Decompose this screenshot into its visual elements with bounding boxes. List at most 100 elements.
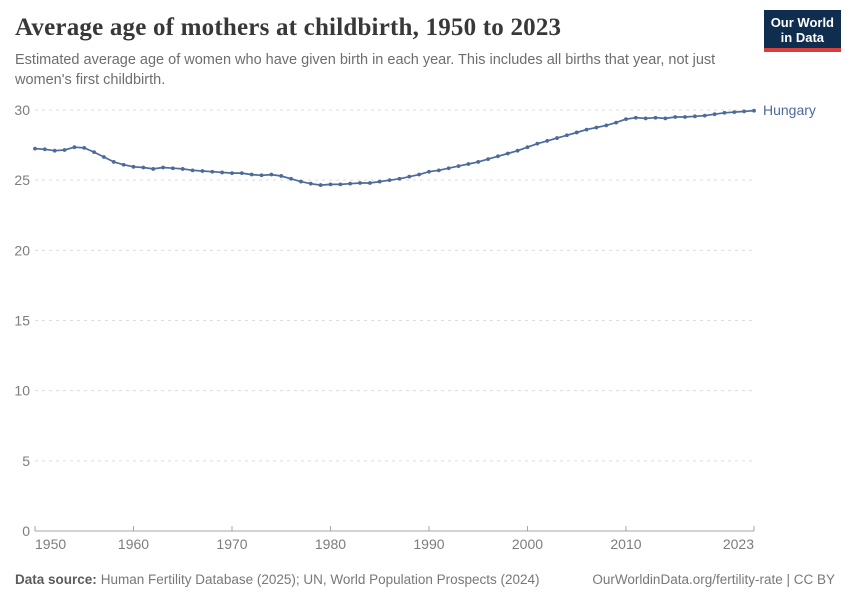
data-point[interactable] [180, 167, 185, 171]
y-tick-label: 30 [14, 102, 30, 118]
data-point[interactable] [427, 169, 431, 174]
data-point[interactable] [604, 123, 609, 128]
y-tick-label: 5 [22, 453, 30, 469]
data-point[interactable] [72, 145, 77, 150]
data-point[interactable] [367, 181, 372, 185]
data-point[interactable] [170, 166, 175, 171]
data-source-text: Human Fertility Database (2025); UN, Wor… [100, 572, 540, 587]
data-point[interactable] [82, 145, 87, 150]
data-point[interactable] [633, 115, 638, 120]
data-point[interactable] [663, 116, 668, 121]
data-point[interactable] [752, 108, 756, 113]
data-point[interactable] [52, 148, 57, 153]
owid-logo[interactable]: Our World in Data [763, 10, 841, 52]
data-point[interactable] [249, 172, 254, 177]
data-point[interactable] [387, 178, 392, 183]
data-line[interactable] [34, 109, 755, 186]
x-tick-label: 1980 [315, 536, 346, 552]
data-point[interactable] [515, 148, 520, 153]
entity-label[interactable]: Hungary [763, 102, 816, 118]
y-tick-label: 25 [14, 172, 30, 188]
chart-title: Average age of mothers at childbirth, 19… [15, 14, 562, 41]
data-point[interactable] [584, 127, 589, 132]
data-point[interactable] [535, 141, 540, 146]
data-point[interactable] [279, 174, 284, 178]
data-point[interactable] [555, 136, 559, 140]
chart-footer: Data source: Human Fertility Database (20… [15, 572, 835, 587]
data-point[interactable] [417, 172, 422, 177]
data-point[interactable] [456, 164, 461, 169]
data-point[interactable] [732, 110, 737, 115]
data-point[interactable] [102, 155, 106, 159]
data-point[interactable] [476, 160, 481, 164]
data-point[interactable] [702, 113, 707, 118]
data-point[interactable] [42, 147, 47, 152]
data-point[interactable] [712, 112, 717, 117]
chart-header: Average age of mothers at childbirth, 19… [15, 14, 835, 90]
data-point[interactable] [407, 174, 412, 179]
x-tick-label: 1960 [118, 536, 149, 552]
data-source-label: Data source: [15, 572, 97, 587]
data-point[interactable] [436, 168, 441, 173]
y-tick-label: 0 [22, 523, 30, 539]
data-point[interactable] [289, 176, 293, 181]
data-point[interactable] [545, 138, 550, 143]
data-point[interactable] [525, 145, 530, 150]
y-tick-label: 10 [14, 383, 30, 399]
owid-logo-line1: Our World [770, 15, 834, 30]
data-point[interactable] [121, 162, 126, 167]
x-tick-label: 2010 [610, 536, 641, 552]
data-point[interactable] [624, 117, 628, 122]
data-point[interactable] [496, 154, 500, 159]
data-point[interactable] [643, 116, 648, 121]
data-point[interactable] [33, 146, 37, 151]
y-tick-label: 15 [14, 313, 30, 329]
data-point[interactable] [111, 160, 116, 164]
data-point[interactable] [161, 165, 165, 170]
data-point[interactable] [348, 181, 353, 186]
data-point[interactable] [358, 181, 362, 185]
data-point[interactable] [141, 165, 146, 170]
data-point[interactable] [151, 167, 156, 171]
data-point[interactable] [220, 170, 225, 175]
data-point[interactable] [131, 164, 136, 169]
x-tick-label: 1990 [413, 536, 444, 552]
credit-link[interactable]: OurWorldinData.org/fertility-rate | CC B… [592, 572, 835, 587]
data-point[interactable] [269, 172, 274, 177]
data-point[interactable] [190, 168, 195, 173]
data-point[interactable] [505, 151, 510, 156]
data-point[interactable] [318, 183, 323, 187]
data-point[interactable] [239, 171, 244, 176]
data-point[interactable] [693, 114, 697, 119]
data-point[interactable] [377, 179, 382, 184]
data-point[interactable] [328, 182, 333, 187]
data-point[interactable] [653, 115, 658, 120]
data-point[interactable] [466, 162, 471, 166]
data-point[interactable] [446, 166, 451, 171]
data-point[interactable] [259, 173, 264, 178]
data-point[interactable] [210, 169, 215, 174]
data-source: Data source: Human Fertility Database (20… [15, 572, 539, 587]
data-point[interactable] [230, 171, 234, 176]
x-tick-label: 2000 [512, 536, 543, 552]
x-tick-label: 1950 [35, 536, 66, 552]
data-point[interactable] [397, 176, 402, 181]
data-point[interactable] [486, 157, 490, 162]
data-point[interactable] [574, 130, 579, 135]
data-point[interactable] [722, 110, 727, 115]
data-point[interactable] [742, 109, 747, 114]
data-point[interactable] [308, 181, 313, 186]
data-point[interactable] [673, 115, 678, 119]
data-point[interactable] [299, 179, 303, 184]
x-tick-label: 1970 [216, 536, 247, 552]
y-tick-label: 20 [14, 242, 30, 258]
data-point[interactable] [92, 150, 96, 155]
data-point[interactable] [62, 148, 67, 152]
data-point[interactable] [564, 133, 569, 138]
data-point[interactable] [614, 120, 619, 125]
data-point[interactable] [683, 115, 687, 119]
data-point[interactable] [594, 125, 599, 130]
data-point[interactable] [200, 169, 205, 173]
data-point[interactable] [338, 182, 343, 187]
